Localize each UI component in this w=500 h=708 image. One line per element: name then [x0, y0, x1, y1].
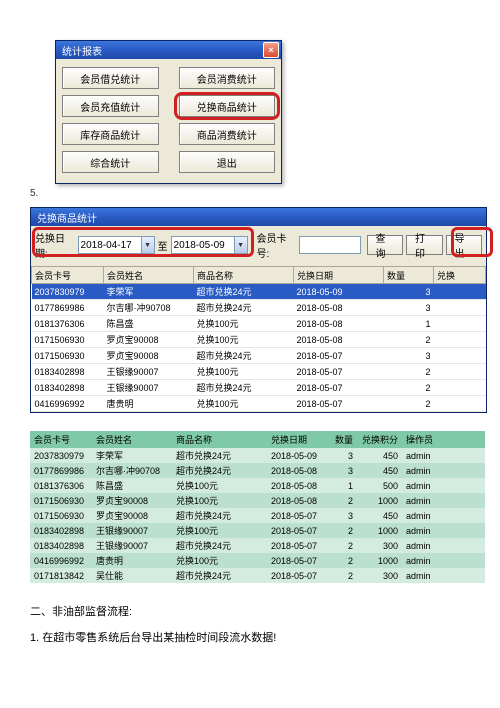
date-from-combo[interactable]: 2018-04-17 ▼: [78, 236, 155, 254]
date-from-input[interactable]: 2018-04-17: [78, 236, 142, 254]
table-row: 0183402898王银缘90007兑换100元2018-05-0721000a…: [30, 523, 485, 538]
chevron-down-icon[interactable]: ▼: [142, 236, 155, 254]
table-row: 0171506930罗贞宝90008超市兑换24元2018-05-073450a…: [30, 508, 485, 523]
date-to-input[interactable]: 2018-05-09: [171, 236, 235, 254]
green-col-header: 兑换日期: [267, 431, 329, 448]
btn-summary-stats[interactable]: 综合统计: [62, 151, 159, 173]
green-col-header: 会员卡号: [30, 431, 92, 448]
grid-col-header[interactable]: 兑换: [434, 267, 486, 284]
table-row: 2037830979李荣军超市兑换24元2018-05-093450admin: [30, 448, 485, 463]
green-col-header: 操作员: [402, 431, 485, 448]
grid-col-header[interactable]: 商品名称: [194, 267, 294, 284]
table-row: 0171506930罗贞宝90008兑换100元2018-05-0821000a…: [30, 493, 485, 508]
grid-col-header[interactable]: 会员卡号: [32, 267, 104, 284]
btn-stock-goods-stats[interactable]: 库存商品统计: [62, 123, 159, 145]
btn-goods-consume-stats[interactable]: 商品消费统计: [179, 123, 276, 145]
close-icon[interactable]: ×: [263, 42, 279, 58]
date-to-combo[interactable]: 2018-05-09 ▼: [171, 236, 248, 254]
green-col-header: 商品名称: [172, 431, 267, 448]
table-row[interactable]: 0177869986尔吉哪·冲90708超市兑换24元2018-05-083: [32, 300, 486, 316]
btn-member-recharge-stats[interactable]: 会员充值统计: [62, 95, 159, 117]
label-exchange-date: 兑换日期:: [35, 230, 75, 260]
btn-member-borrow-stats[interactable]: 会员借兑统计: [62, 67, 159, 89]
grid-col-header[interactable]: 会员姓名: [104, 267, 194, 284]
listwin-toolbar: 兑换日期: 2018-04-17 ▼ 至 2018-05-09 ▼ 会员卡号: …: [31, 226, 486, 266]
table-row[interactable]: 0181376306陈昌盛兑换100元2018-05-081: [32, 316, 486, 332]
listwin-title: 兑换商品统计: [37, 210, 97, 225]
table-row: 0171813842吴仕能超市兑换24元2018-05-072300admin: [30, 568, 485, 583]
table-row[interactable]: 2037830979李荣军超市兑换24元2018-05-093: [32, 284, 486, 300]
btn-exit[interactable]: 退出: [179, 151, 276, 173]
stats-dialog: 统计报表 × 会员借兑统计 会员消费统计 会员充值统计 兑换商品统计 库存商品统…: [55, 40, 282, 184]
step-1-text: 1. 在超市零售系统后台导出某抽检时间段流水数据!: [30, 629, 500, 645]
grid-col-header[interactable]: 数量: [384, 267, 434, 284]
table-row[interactable]: 0416996992唐贵明兑换100元2018-05-072: [32, 396, 486, 412]
table-row[interactable]: 0171506930罗贞宝90008兑换100元2018-05-082: [32, 332, 486, 348]
table-row: 0181376306陈昌盛兑换100元2018-05-081500admin: [30, 478, 485, 493]
table-row: 0177869986尔吉哪·冲90708超市兑换24元2018-05-08345…: [30, 463, 485, 478]
btn-member-consume-stats[interactable]: 会员消费统计: [179, 67, 276, 89]
query-button[interactable]: 查询: [367, 235, 403, 255]
print-button[interactable]: 打印: [406, 235, 442, 255]
green-col-header: 会员姓名: [92, 431, 172, 448]
dialog-titlebar[interactable]: 统计报表 ×: [56, 41, 281, 59]
table-row: 0183402898王银缘90007超市兑换24元2018-05-072300a…: [30, 538, 485, 553]
dialog-title: 统计报表: [62, 43, 102, 58]
label-to: 至: [158, 238, 168, 253]
label-card: 会员卡号:: [257, 230, 297, 260]
table-row[interactable]: 0183402898王银缘90007兑换100元2018-05-072: [32, 364, 486, 380]
green-col-header: 数量: [329, 431, 357, 448]
green-export-table: 会员卡号会员姓名商品名称兑换日期数量兑换积分操作员 2037830979李荣军超…: [30, 431, 485, 583]
table-row: 0416996992唐贵明兑换100元2018-05-0721000admin: [30, 553, 485, 568]
grid-col-header[interactable]: 兑换日期: [294, 267, 384, 284]
btn-exchange-goods-stats[interactable]: 兑换商品统计: [179, 95, 276, 117]
step-5-label: 5.: [30, 188, 500, 199]
exchange-list-window: 兑换商品统计 兑换日期: 2018-04-17 ▼ 至 2018-05-09 ▼…: [30, 207, 487, 413]
chevron-down-icon[interactable]: ▼: [235, 236, 248, 254]
card-input[interactable]: [299, 236, 360, 254]
table-row[interactable]: 0171506930罗贞宝90008超市兑换24元2018-05-073: [32, 348, 486, 364]
export-button[interactable]: 导出: [446, 235, 482, 255]
listwin-titlebar[interactable]: 兑换商品统计: [31, 208, 486, 226]
green-col-header: 兑换积分: [357, 431, 402, 448]
exchange-grid[interactable]: 会员卡号会员姓名商品名称兑换日期数量兑换 2037830979李荣军超市兑换24…: [31, 266, 486, 412]
table-row[interactable]: 0183402898王银缘90007超市兑换24元2018-05-072: [32, 380, 486, 396]
section-2-heading: 二、非油部监督流程:: [30, 603, 500, 619]
